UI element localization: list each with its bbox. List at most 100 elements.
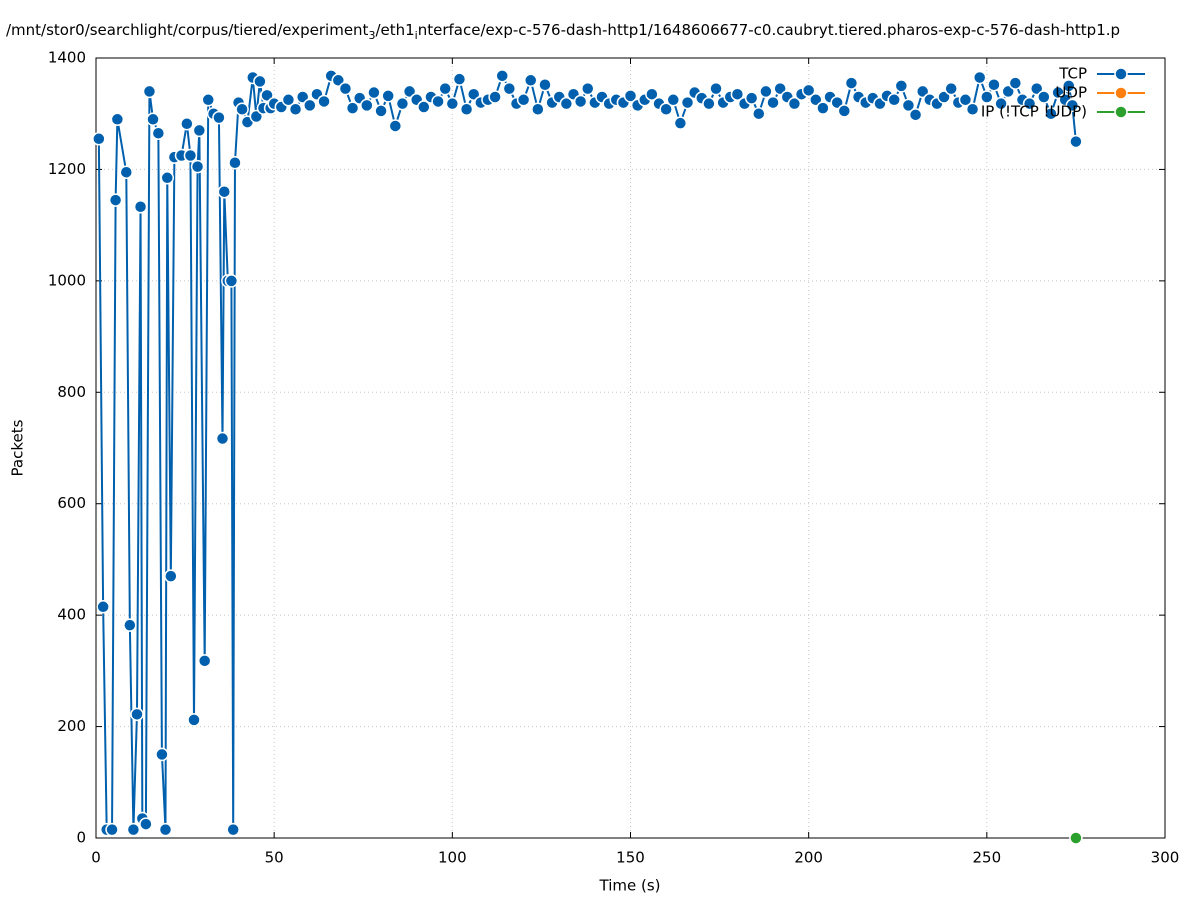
y-tick-label: 200 bbox=[57, 717, 86, 735]
data-point bbox=[759, 84, 773, 99]
data-point bbox=[666, 93, 681, 107]
legend-marker bbox=[1114, 86, 1128, 100]
data-point bbox=[126, 822, 141, 837]
data-point bbox=[402, 84, 417, 99]
title-part: i bbox=[415, 29, 418, 42]
data-point bbox=[197, 654, 212, 668]
data-point bbox=[212, 110, 226, 125]
legend-label: UDP bbox=[1055, 84, 1087, 102]
data-point bbox=[331, 73, 346, 88]
data-point bbox=[155, 747, 169, 762]
data-point bbox=[937, 90, 951, 104]
data-point bbox=[915, 84, 930, 99]
data-point bbox=[345, 101, 360, 115]
data-point bbox=[908, 108, 923, 122]
data-point bbox=[183, 148, 198, 163]
x-tick-label: 0 bbox=[91, 849, 101, 867]
data-point bbox=[235, 102, 249, 117]
data-point bbox=[1029, 81, 1044, 96]
data-point bbox=[226, 822, 240, 837]
data-point bbox=[367, 85, 381, 100]
data-point bbox=[844, 76, 859, 90]
data-point bbox=[944, 81, 958, 96]
data-point bbox=[228, 155, 242, 170]
data-point bbox=[523, 73, 538, 88]
data-point bbox=[730, 87, 745, 101]
data-point bbox=[281, 93, 296, 107]
data-point bbox=[388, 119, 403, 133]
data-point bbox=[623, 89, 638, 103]
data-point bbox=[894, 79, 909, 93]
data-point bbox=[645, 87, 659, 101]
title-part: 3 bbox=[368, 29, 375, 42]
data-point bbox=[395, 96, 410, 111]
y-tick-label: 1000 bbox=[48, 271, 86, 289]
y-tick-label: 1400 bbox=[48, 49, 86, 67]
data-point bbox=[972, 70, 987, 85]
data-point bbox=[980, 90, 994, 104]
data-point bbox=[151, 126, 166, 140]
x-axis-label: Time (s) bbox=[599, 877, 661, 895]
data-point bbox=[164, 569, 178, 583]
chart-title: /mnt/stor0/searchlight/corpus/tiered/exp… bbox=[6, 21, 1120, 43]
y-tick-label: 600 bbox=[57, 494, 86, 512]
data-point bbox=[180, 116, 194, 131]
x-tick-label: 100 bbox=[438, 849, 467, 867]
data-point bbox=[105, 822, 119, 837]
data-point bbox=[119, 165, 134, 179]
data-point bbox=[516, 93, 531, 107]
data-point bbox=[965, 102, 980, 117]
data-point bbox=[744, 91, 759, 105]
x-tick-label: 300 bbox=[1151, 849, 1180, 867]
data-point bbox=[659, 102, 673, 117]
data-point bbox=[374, 104, 388, 118]
data-point bbox=[417, 100, 431, 114]
data-point bbox=[1044, 106, 1058, 121]
data-point bbox=[146, 112, 160, 127]
data-point bbox=[142, 84, 157, 99]
data-point bbox=[438, 81, 452, 96]
data-point bbox=[192, 123, 207, 138]
data-point bbox=[994, 96, 1008, 111]
data-point bbox=[816, 101, 830, 115]
data-point bbox=[573, 94, 588, 109]
data-point bbox=[673, 116, 688, 130]
data-point bbox=[709, 81, 723, 96]
data-point bbox=[130, 707, 144, 722]
x-tick-label: 50 bbox=[265, 849, 284, 867]
data-point bbox=[958, 93, 973, 107]
data-point bbox=[1069, 134, 1083, 149]
title-part: nterface/exp-c-576-dash-http1/1648606677… bbox=[418, 21, 1120, 39]
data-point bbox=[249, 109, 264, 124]
data-point bbox=[139, 817, 153, 831]
legend-marker bbox=[1114, 105, 1128, 119]
data-point bbox=[1022, 96, 1037, 111]
data-point bbox=[901, 98, 916, 113]
data-point bbox=[773, 81, 787, 96]
data-point bbox=[830, 95, 844, 110]
data-point bbox=[801, 83, 816, 98]
data-point bbox=[1065, 98, 1080, 113]
data-point bbox=[680, 95, 695, 110]
data-point bbox=[445, 96, 460, 111]
data-point bbox=[217, 184, 232, 199]
data-point bbox=[559, 96, 574, 111]
data-point bbox=[702, 96, 716, 111]
data-point bbox=[837, 104, 852, 118]
data-point bbox=[538, 77, 552, 92]
data-point bbox=[452, 72, 467, 86]
data-point bbox=[110, 112, 125, 127]
data-point bbox=[303, 98, 317, 113]
data-point bbox=[260, 88, 274, 103]
data-point bbox=[466, 87, 481, 101]
data-point bbox=[431, 94, 445, 109]
y-tick-label: 800 bbox=[57, 383, 86, 401]
data-point bbox=[381, 89, 395, 103]
y-tick-label: 0 bbox=[76, 829, 86, 847]
y-tick-label: 1200 bbox=[48, 160, 86, 178]
legend-marker bbox=[1114, 67, 1128, 81]
data-point bbox=[295, 90, 310, 104]
data-point bbox=[766, 95, 780, 110]
data-point bbox=[488, 90, 502, 104]
